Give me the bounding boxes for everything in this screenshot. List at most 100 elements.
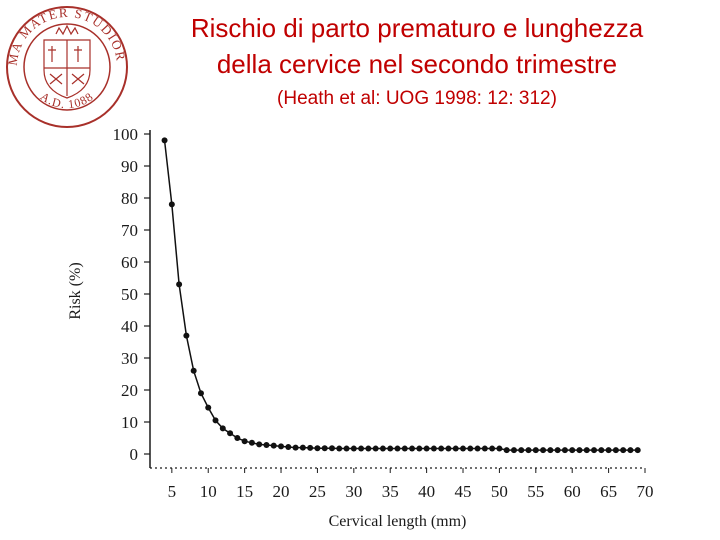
- data-point: [321, 445, 328, 452]
- data-point: [634, 447, 641, 454]
- data-point: [430, 445, 437, 452]
- y-tick-label: 60: [121, 253, 138, 272]
- data-point: [394, 445, 401, 452]
- y-tick-label: 50: [121, 285, 138, 304]
- data-point: [481, 445, 488, 452]
- data-point: [554, 447, 561, 454]
- data-point: [350, 445, 357, 452]
- y-tick-label: 90: [121, 157, 138, 176]
- data-point: [241, 438, 248, 445]
- data-point: [401, 445, 408, 452]
- data-point: [336, 445, 343, 452]
- data-point: [569, 447, 576, 454]
- y-tick-label: 80: [121, 189, 138, 208]
- data-point: [503, 447, 510, 454]
- data-point: [248, 439, 255, 446]
- data-point: [372, 445, 379, 452]
- data-point: [525, 447, 532, 454]
- data-point: [205, 404, 212, 411]
- x-tick-label: 35: [382, 482, 399, 501]
- data-point: [227, 430, 234, 437]
- data-point: [489, 445, 496, 452]
- series-line: [163, 140, 638, 451]
- seal-outer-ring: [6, 6, 128, 128]
- data-point: [365, 445, 372, 452]
- data-point: [212, 417, 219, 424]
- slide-title: Rischio di parto prematuro e lunghezza d…: [132, 10, 702, 82]
- y-tick-label: 0: [130, 445, 139, 464]
- data-point: [576, 447, 583, 454]
- data-point: [161, 137, 168, 144]
- x-tick-label: 60: [564, 482, 581, 501]
- data-point: [292, 444, 299, 451]
- data-point: [496, 445, 503, 452]
- data-point: [270, 442, 277, 449]
- data-point: [328, 445, 335, 452]
- data-point: [518, 447, 525, 454]
- title-line-1: Rischio di parto prematuro e lunghezza: [190, 13, 644, 43]
- data-point: [532, 447, 539, 454]
- data-point: [605, 447, 612, 454]
- seal-inner-ring: [23, 23, 111, 111]
- data-point: [285, 443, 292, 450]
- data-point: [620, 447, 627, 454]
- data-point: [438, 445, 445, 452]
- data-point: [379, 445, 386, 452]
- data-point: [234, 435, 241, 441]
- data-point: [307, 444, 314, 451]
- data-point: [474, 445, 481, 452]
- data-point: [256, 441, 263, 448]
- data-point: [168, 201, 175, 208]
- x-tick-label: 55: [527, 482, 544, 501]
- data-point: [176, 281, 183, 288]
- y-tick-label: 30: [121, 349, 138, 368]
- data-point: [409, 445, 416, 452]
- x-tick-label: 40: [418, 482, 435, 501]
- x-tick-label: 15: [236, 482, 253, 501]
- data-point: [540, 447, 547, 454]
- y-axis-title: Risk (%): [67, 262, 84, 319]
- seal-bottom-text: A.D. 1088: [38, 89, 96, 111]
- data-point: [299, 444, 306, 451]
- x-tick-label: 20: [273, 482, 290, 501]
- x-tick-label: 30: [345, 482, 362, 501]
- x-axis-title: Cervical length (mm): [329, 513, 467, 530]
- data-point: [598, 447, 605, 454]
- x-tick-label: 25: [309, 482, 326, 501]
- seal-shield-emblem: [43, 24, 91, 99]
- data-point: [510, 447, 517, 454]
- data-point: [467, 445, 474, 452]
- data-point: [445, 445, 452, 452]
- x-tick-label: 65: [600, 482, 617, 501]
- data-point: [452, 445, 459, 452]
- data-point: [358, 445, 365, 452]
- x-tick-label: 50: [491, 482, 508, 501]
- x-tick-label: 70: [637, 482, 654, 501]
- data-point: [314, 445, 321, 452]
- y-tick-label: 100: [113, 125, 139, 144]
- y-tick-label: 40: [121, 317, 138, 336]
- chart-axes: 0 10 20 30 40 50 60 70 80 90 100 5 10 15 20 25 30 35 40 45 5…: [113, 125, 654, 501]
- citation-subtitle: (Heath et al: UOG 1998: 12: 312): [277, 88, 557, 109]
- university-seal-logo: ALMA MATER STUDIORUM A.D. 1088: [4, 4, 128, 128]
- data-point: [197, 390, 204, 397]
- y-tick-label: 70: [121, 221, 138, 240]
- data-point: [387, 445, 394, 452]
- data-point: [591, 447, 598, 454]
- data-point: [219, 425, 226, 432]
- data-point: [423, 445, 430, 452]
- data-point: [583, 447, 590, 454]
- data-point: [263, 442, 270, 449]
- chart-series: [161, 137, 641, 454]
- data-point: [416, 445, 423, 452]
- x-tick-label: 10: [200, 482, 217, 501]
- data-point: [278, 443, 285, 450]
- data-point: [561, 447, 568, 454]
- data-point: [612, 447, 619, 454]
- data-point: [627, 447, 634, 454]
- y-tick-label: 20: [121, 381, 138, 400]
- data-point: [343, 445, 350, 452]
- y-tick-label: 10: [121, 413, 138, 432]
- data-point: [183, 332, 190, 339]
